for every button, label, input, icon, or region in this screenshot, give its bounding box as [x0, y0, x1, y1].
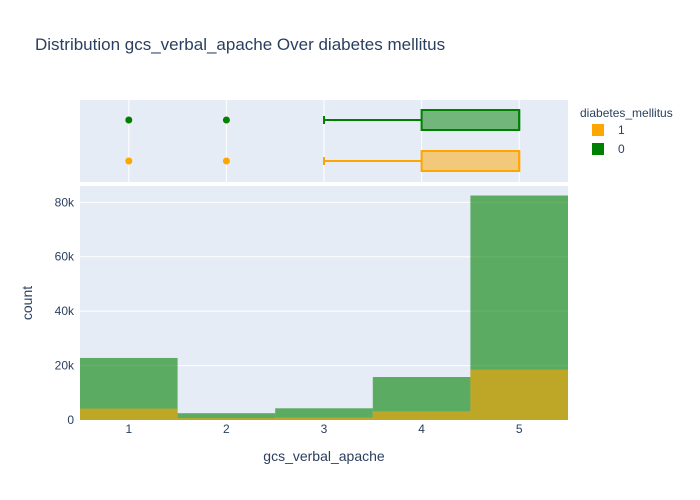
x-tick-labels: 1 2 3 4 5: [125, 422, 522, 436]
bar-layer: [80, 195, 568, 420]
box-iqr: [420, 150, 521, 172]
bar-series-1: [80, 408, 178, 420]
legend-label-0[interactable]: 0: [618, 142, 625, 156]
y-axis-label: count: [19, 286, 35, 320]
x-axis-label: gcs_verbal_apache: [263, 448, 385, 464]
legend-title: diabetes_mellitus: [580, 106, 673, 120]
y-tick-label: 0: [67, 413, 74, 427]
y-tick-label: 20k: [55, 359, 75, 373]
x-tick-label: 3: [321, 422, 328, 436]
bar-series-1: [177, 418, 276, 420]
box-outlier: [222, 116, 230, 124]
box-plot-0: [125, 109, 521, 131]
legend-label-1[interactable]: 1: [618, 123, 625, 137]
bar-series-1: [470, 369, 568, 420]
bar-series-1: [372, 411, 471, 420]
legend-swatch-0[interactable]: [592, 143, 604, 155]
box-plot-layer: [125, 109, 521, 172]
x-tick-label: 1: [125, 422, 132, 436]
x-tick-label: 2: [223, 422, 230, 436]
bar-series-1: [275, 417, 373, 420]
x-tick-label: 5: [516, 422, 523, 436]
box-iqr: [420, 109, 521, 131]
box-outlier: [222, 157, 230, 165]
legend-swatch-1[interactable]: [592, 124, 604, 136]
y-tick-label: 40k: [55, 304, 75, 318]
y-tick-label: 80k: [55, 195, 75, 209]
legend: diabetes_mellitus 1 0: [580, 106, 673, 156]
x-tick-label: 4: [418, 422, 425, 436]
bar-series-0: [177, 413, 276, 420]
y-tick-labels: 0 20k 40k 60k 80k: [55, 195, 75, 427]
box-plot-1: [125, 150, 521, 172]
bar-series-0: [275, 408, 373, 420]
box-outlier: [125, 157, 133, 165]
y-tick-label: 60k: [55, 250, 75, 264]
chart-title: Distribution gcs_verbal_apache Over diab…: [35, 35, 445, 54]
box-outlier: [125, 116, 133, 124]
